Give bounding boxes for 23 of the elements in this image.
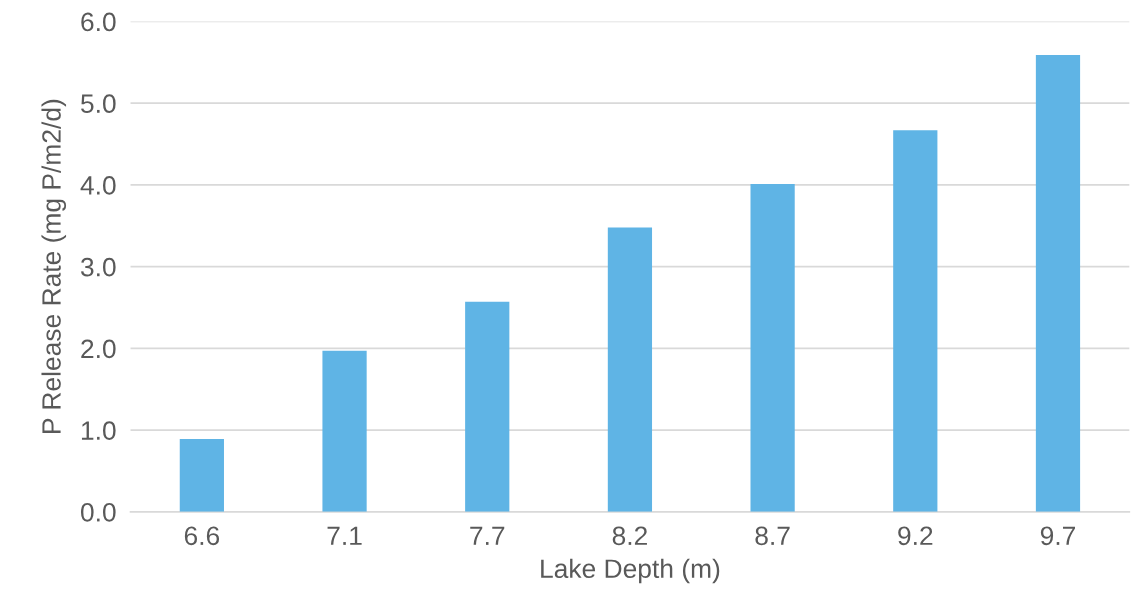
x-tick-label: 9.2 xyxy=(898,526,933,546)
bar xyxy=(607,227,653,512)
x-tick-label: 6.6 xyxy=(184,526,220,546)
bar xyxy=(1035,54,1081,512)
x-tick-label: 8.2 xyxy=(612,526,647,546)
x-tick-label: 8.7 xyxy=(755,526,790,546)
bar xyxy=(750,184,795,512)
y-axis-title: P Release Rate (mg P/m2/d) xyxy=(41,99,67,433)
y-tick-label: 6.0 xyxy=(81,12,116,32)
x-tick-label: 7.7 xyxy=(470,526,505,545)
x-tick-label: 9.7 xyxy=(1040,526,1075,546)
x-axis-title: Lake Depth (m) xyxy=(541,558,720,584)
y-tick-label: 3.0 xyxy=(80,257,116,277)
x-tick-label: 7.1 xyxy=(327,526,362,545)
y-tick-label: 0.0 xyxy=(80,502,116,522)
y-tick-label: 5.0 xyxy=(81,94,116,114)
y-tick-label: 2.0 xyxy=(81,339,116,359)
bar xyxy=(322,350,367,512)
bar xyxy=(465,301,510,512)
bar xyxy=(893,130,938,512)
y-tick-label: 1.0 xyxy=(81,421,116,440)
y-tick-label: 4.0 xyxy=(80,176,116,195)
bar xyxy=(179,439,224,512)
